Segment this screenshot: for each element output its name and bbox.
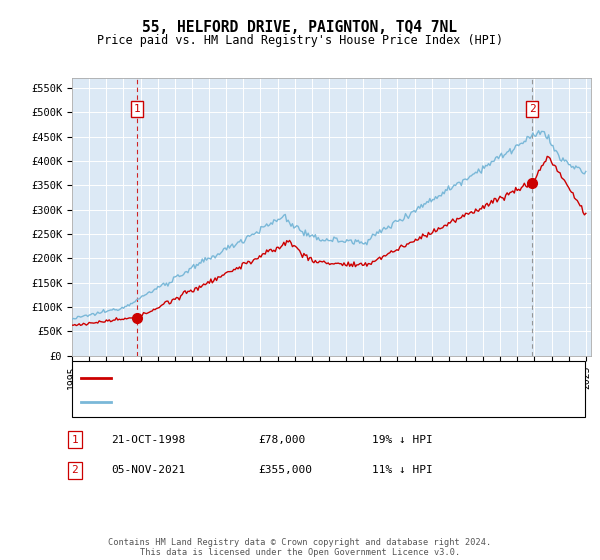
Text: 11% ↓ HPI: 11% ↓ HPI (372, 465, 433, 475)
Text: 1: 1 (134, 104, 140, 114)
Text: Price paid vs. HM Land Registry's House Price Index (HPI): Price paid vs. HM Land Registry's House … (97, 34, 503, 46)
Text: £355,000: £355,000 (258, 465, 312, 475)
Text: 2: 2 (71, 465, 79, 475)
Text: £78,000: £78,000 (258, 435, 305, 445)
Text: 21-OCT-1998: 21-OCT-1998 (111, 435, 185, 445)
Text: 2: 2 (529, 104, 536, 114)
Text: Contains HM Land Registry data © Crown copyright and database right 2024.
This d: Contains HM Land Registry data © Crown c… (109, 538, 491, 557)
Text: 19% ↓ HPI: 19% ↓ HPI (372, 435, 433, 445)
Text: 1: 1 (71, 435, 79, 445)
Text: 55, HELFORD DRIVE, PAIGNTON, TQ4 7NL: 55, HELFORD DRIVE, PAIGNTON, TQ4 7NL (143, 20, 458, 35)
Text: 55, HELFORD DRIVE, PAIGNTON, TQ4 7NL (detached house): 55, HELFORD DRIVE, PAIGNTON, TQ4 7NL (de… (117, 373, 448, 383)
Text: 05-NOV-2021: 05-NOV-2021 (111, 465, 185, 475)
Text: HPI: Average price, detached house, Torbay: HPI: Average price, detached house, Torb… (117, 396, 380, 407)
